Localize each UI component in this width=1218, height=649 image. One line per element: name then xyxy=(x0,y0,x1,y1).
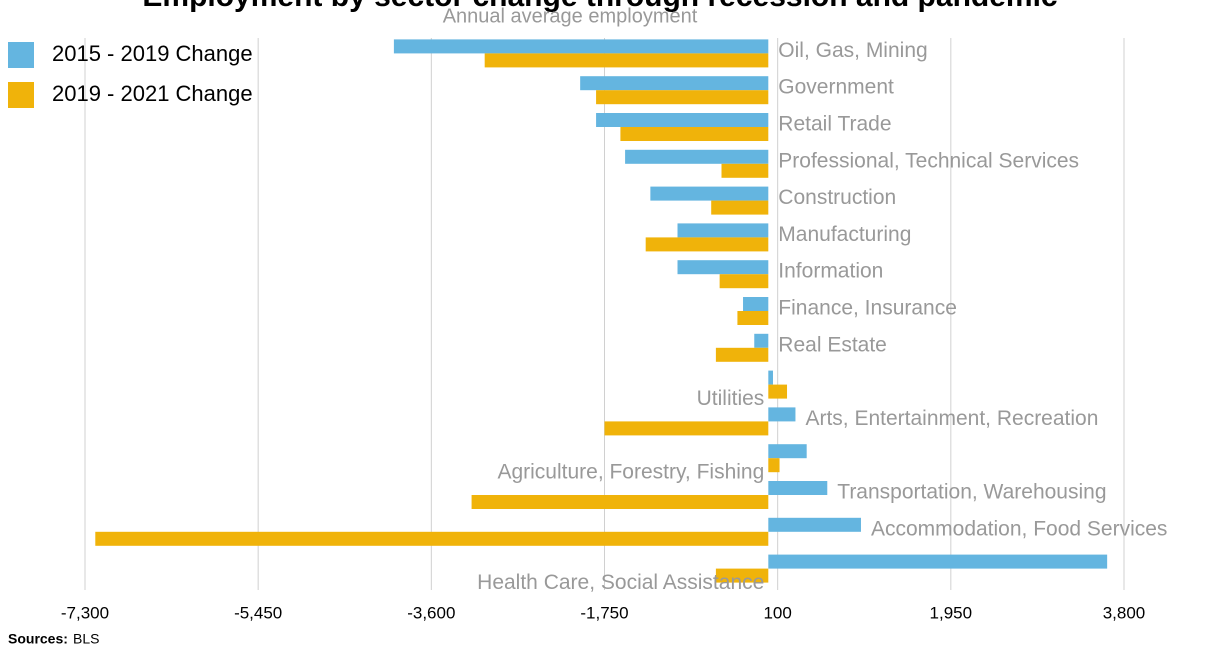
bar xyxy=(768,458,780,473)
bar xyxy=(768,370,773,385)
x-tick-label: -5,450 xyxy=(234,603,282,622)
x-tick-label: 1,950 xyxy=(930,603,973,622)
category-label: Oil, Gas, Mining xyxy=(778,39,927,62)
bar xyxy=(393,39,769,54)
bar xyxy=(768,517,861,532)
legend-label: 2019 - 2021 Change xyxy=(52,81,253,106)
category-label: Retail Trade xyxy=(778,113,891,136)
category-label: Transportation, Warehousing xyxy=(837,481,1106,504)
x-tick-label: -7,300 xyxy=(61,603,109,622)
bar xyxy=(471,495,769,509)
source: BLS xyxy=(73,631,99,647)
bar xyxy=(596,113,769,127)
bar xyxy=(754,333,769,348)
bar xyxy=(95,531,769,546)
category-label: Government xyxy=(778,76,894,99)
bar xyxy=(620,127,769,141)
legend-swatch xyxy=(8,82,34,108)
bar xyxy=(650,186,769,201)
bar xyxy=(768,444,807,459)
chart-subtitle: Annual average employment xyxy=(443,5,698,27)
bar xyxy=(721,163,769,178)
category-label: Arts, Entertainment, Recreation xyxy=(805,407,1098,430)
x-tick-label: 3,800 xyxy=(1103,603,1146,622)
legend-label: 2015 - 2019 Change xyxy=(52,41,253,66)
category-label: Real Estate xyxy=(778,333,887,356)
bar xyxy=(768,554,1108,569)
bar xyxy=(711,200,769,215)
category-label: Manufacturing xyxy=(778,223,911,246)
bar xyxy=(719,274,769,289)
bar xyxy=(737,311,769,325)
bar xyxy=(677,223,769,238)
bar xyxy=(768,407,796,422)
category-label: Professional, Technical Services xyxy=(778,149,1079,172)
bar xyxy=(580,76,769,91)
bar xyxy=(645,237,769,252)
bar xyxy=(715,347,769,362)
bar xyxy=(484,53,769,68)
bar xyxy=(604,421,769,436)
chart-title: Employment by sector change through rece… xyxy=(142,0,1057,13)
category-label: Utilities xyxy=(697,387,765,410)
category-label: Health Care, Social Assistance xyxy=(477,571,764,594)
legend-swatch xyxy=(8,42,34,68)
bar xyxy=(768,384,788,399)
source-label: Sources: xyxy=(8,631,68,647)
category-label: Finance, Insurance xyxy=(778,297,957,320)
bar xyxy=(677,260,769,275)
x-tick-label: -3,600 xyxy=(407,603,455,622)
category-label: Agriculture, Forestry, Fishing xyxy=(497,461,764,484)
category-label: Accommodation, Food Services xyxy=(871,517,1167,540)
bar xyxy=(715,568,769,583)
bar xyxy=(596,90,769,105)
category-label: Information xyxy=(778,260,883,283)
category-label: Construction xyxy=(778,186,896,209)
bar xyxy=(743,297,769,311)
bar xyxy=(625,149,769,164)
bar xyxy=(768,481,828,495)
x-tick-label: 100 xyxy=(763,603,791,622)
x-tick-label: -1,750 xyxy=(580,603,628,622)
